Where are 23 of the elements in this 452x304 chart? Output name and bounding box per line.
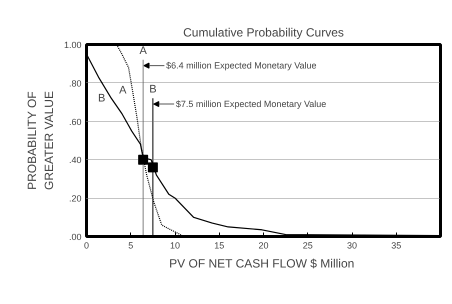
x-tick-label: 15	[214, 240, 224, 250]
ref-line-label: B	[149, 83, 157, 96]
x-tick-label: 0	[84, 240, 90, 250]
ref-line-label: A	[139, 44, 148, 57]
y-tick-label: .20	[68, 194, 82, 204]
chart-title: Cumulative Probability Curves	[183, 26, 344, 40]
annotation: $6.4 million Expected Monetary Value	[166, 60, 317, 71]
x-tick-label: 35	[391, 240, 402, 250]
y-tick-label: .80	[68, 78, 82, 88]
y-tick-label: .40	[68, 155, 82, 166]
x-tick-label: 20	[258, 240, 269, 250]
x-axis-title: PV OF NET CASH FLOW $ Million	[169, 256, 354, 270]
x-tick-label: 30	[346, 240, 358, 250]
y-tick-label: 1.00	[64, 40, 82, 50]
x-tick-label: 25	[302, 240, 313, 250]
x-tick-label: 10	[170, 240, 180, 250]
annotation: $7.5 million Expected Monetary Value	[176, 99, 326, 110]
series-label: A	[119, 84, 128, 97]
y-tick-label: .00	[68, 232, 82, 242]
y-axis-title: PROBABILITY OF GREATER VALUE	[25, 91, 56, 190]
x-tick-label: 5	[128, 240, 134, 250]
series-label: B	[98, 92, 106, 104]
y-tick-label: .60	[68, 116, 82, 127]
